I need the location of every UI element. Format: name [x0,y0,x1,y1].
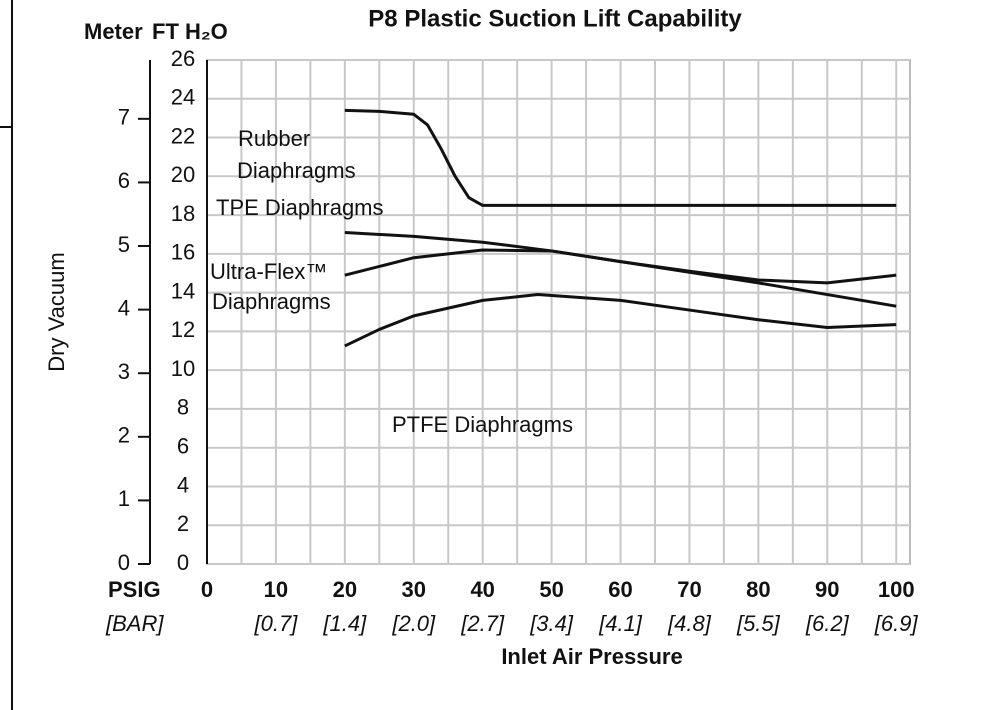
series-label: PTFE Diaphragms [392,412,573,437]
y-tick-label: 8 [177,395,189,420]
x2-tick-label: [4.8] [667,611,712,636]
x2-tick-label: [3.4] [529,611,574,636]
x-tick-label: 30 [402,577,426,602]
x2-tick-label: [5.5] [736,611,781,636]
y2-tick-label: 3 [118,359,130,384]
x-tick-label: 100 [878,577,915,602]
y2-tick-label: 1 [118,486,130,511]
y2-tick-label: 5 [118,232,130,257]
x-tick-label: 60 [608,577,632,602]
x-unit-label: PSIG [108,577,161,602]
y-unit-label: FT H₂O [152,19,228,44]
y2-tick-label: 2 [118,423,130,448]
y-tick-label: 2 [177,511,189,536]
y-tick-label: 20 [171,162,195,187]
y2-tick-label: 6 [118,168,130,193]
x-tick-label: 20 [333,577,357,602]
y-tick-label: 6 [177,434,189,459]
y-tick-label: 26 [171,46,195,71]
x2-tick-label: [2.0] [391,611,436,636]
y-tick-label: 0 [177,550,189,575]
x-tick-label: 0 [201,577,213,602]
x-axis-title: Inlet Air Pressure [501,644,682,669]
x-tick-label: 10 [264,577,288,602]
y-tick-label: 14 [171,278,195,303]
x2-tick-label: [4.1] [598,611,643,636]
x2-tick-label: [2.7] [460,611,505,636]
series-label: TPE Diaphragms [216,195,384,220]
x-tick-label: 80 [746,577,770,602]
y-tick-label: 10 [171,356,195,381]
series-label: Ultra-Flex™ [210,259,327,284]
x2-tick-label: [6.9] [874,611,919,636]
y-tick-label: 16 [171,240,195,265]
series-line [344,293,897,348]
series-line [344,248,897,285]
series-label: Diaphragms [212,289,331,314]
x-tick-label: 90 [815,577,839,602]
y2-unit-label: Meter [84,19,143,44]
y-tick-label: 18 [171,201,195,226]
x-tick-label: 70 [677,577,701,602]
x2-unit-label: [BAR] [105,611,164,636]
y2-tick-label: 7 [118,105,130,130]
x-tick-label: 40 [470,577,494,602]
y-tick-label: 12 [171,317,195,342]
x2-tick-label: [1.4] [322,611,367,636]
x-tick-label: 50 [539,577,563,602]
chart-title: P8 Plastic Suction Lift Capability [368,5,742,32]
series-label: Diaphragms [237,158,356,183]
y-tick-label: 4 [177,472,189,497]
y-tick-label: 24 [171,85,195,110]
y2-tick-label: 4 [118,295,130,320]
y-tick-label: 22 [171,123,195,148]
series-line [344,108,897,207]
y2-tick-label: 0 [118,550,130,575]
y-axis-title: Dry Vacuum [44,252,69,371]
series-label: Rubber [238,126,310,151]
x2-tick-label: [6.2] [805,611,850,636]
x2-tick-label: [0.7] [254,611,299,636]
